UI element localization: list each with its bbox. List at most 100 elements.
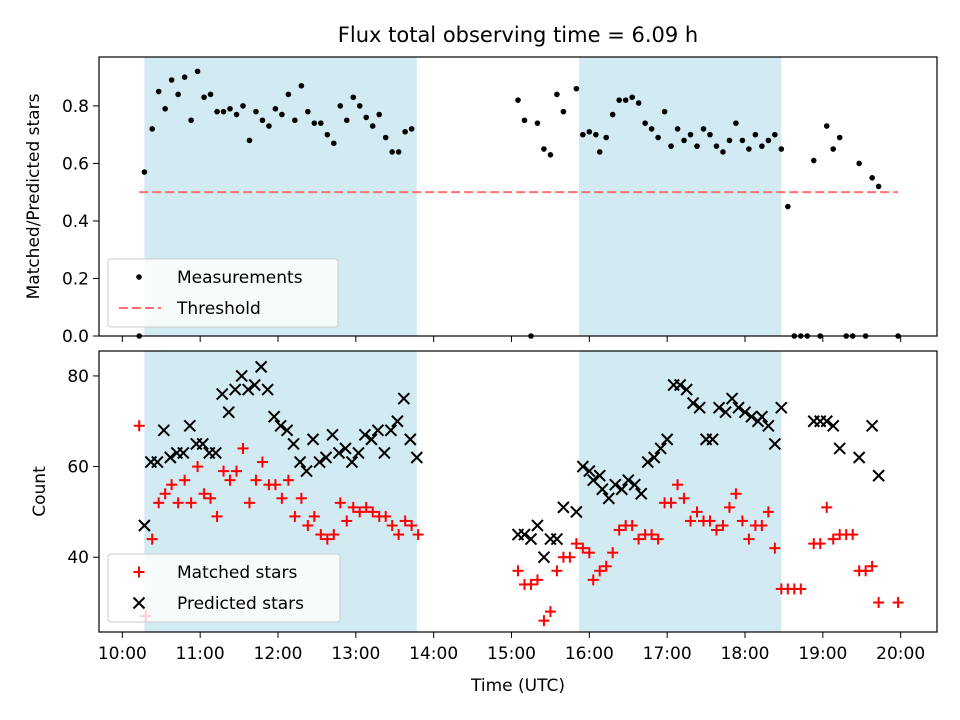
point-measurements — [408, 126, 415, 132]
point-predicted-stars — [216, 387, 229, 401]
point-measurements — [707, 131, 713, 138]
point-predicted-stars — [557, 501, 570, 514]
point-predicted-stars — [622, 473, 635, 487]
point-predicted-stars — [719, 405, 732, 419]
point-measurements — [739, 137, 746, 144]
point-matched-stars — [717, 519, 729, 531]
point-matched-stars — [795, 583, 807, 595]
point-matched-stars — [289, 510, 301, 522]
point-matched-stars — [594, 565, 606, 577]
point-matched-stars — [321, 533, 333, 545]
point-predicted-stars — [339, 442, 352, 455]
point-matched-stars — [769, 542, 781, 554]
point-predicted-stars — [827, 419, 840, 432]
point-matched-stars — [412, 529, 424, 541]
point-matched-stars — [179, 474, 191, 486]
x-tick-label: 19:00 — [798, 644, 847, 664]
point-predicted-stars — [384, 424, 398, 437]
point-matched-stars — [386, 519, 398, 531]
point-predicted-stars — [365, 433, 378, 446]
point-measurements — [343, 117, 350, 124]
point-matched-stars — [159, 488, 171, 500]
point-predicted-stars — [287, 437, 300, 451]
point-measurements — [560, 108, 567, 115]
point-matched-stars — [583, 547, 595, 559]
point-predicted-stars — [732, 401, 745, 414]
point-measurements — [253, 108, 259, 115]
point-matched-stars — [380, 510, 392, 522]
observing-window-2 — [578, 351, 782, 632]
point-measurements — [746, 146, 752, 152]
point-matched-stars — [172, 497, 184, 509]
point-predicted-stars — [254, 360, 268, 374]
point-measurements — [207, 91, 214, 98]
point-measurements — [823, 123, 830, 129]
point-matched-stars — [367, 506, 379, 518]
point-predicted-stars — [660, 433, 674, 446]
point-measurements — [674, 126, 681, 132]
point-matched-stars — [564, 551, 576, 563]
point-matched-stars — [328, 529, 340, 541]
point-matched-stars — [633, 533, 645, 545]
point-measurements — [836, 134, 843, 141]
point-measurements — [194, 68, 201, 75]
point-measurements — [733, 120, 739, 126]
point-predicted-stars — [196, 437, 209, 451]
point-predicted-stars — [138, 519, 151, 532]
point-measurements — [648, 126, 655, 132]
point-predicted-stars — [518, 528, 531, 541]
point-measurements — [609, 111, 616, 118]
point-matched-stars — [743, 533, 755, 545]
x-tick-label: 12:00 — [254, 644, 303, 664]
point-predicted-stars — [241, 383, 255, 396]
point-measurements — [668, 143, 674, 149]
point-matched-stars — [607, 547, 619, 559]
point-predicted-stars — [332, 446, 346, 460]
point-measurements — [311, 120, 318, 126]
point-predicted-stars — [177, 446, 190, 460]
y-tick-label: 0.6 — [62, 154, 89, 174]
point-measurements — [629, 94, 635, 101]
point-matched-stars — [691, 506, 703, 518]
point-predicted-stars — [293, 455, 307, 469]
point-measurements — [573, 85, 580, 92]
point-matched-stars — [192, 461, 204, 473]
point-matched-stars — [354, 506, 366, 518]
point-measurements — [330, 140, 337, 147]
point-matched-stars — [892, 597, 904, 609]
point-predicted-stars — [183, 419, 197, 432]
point-measurements — [246, 137, 253, 144]
point-measurements — [655, 134, 661, 141]
y-axis-label: Count — [30, 466, 50, 517]
point-measurements — [292, 117, 298, 124]
point-measurements — [554, 91, 560, 98]
point-measurements — [681, 137, 687, 144]
y-tick-label: 60 — [67, 458, 89, 478]
point-predicted-stars — [391, 415, 404, 428]
point-measurements — [266, 123, 272, 129]
point-predicted-stars — [300, 464, 313, 478]
point-matched-stars — [198, 488, 210, 500]
point-predicted-stars — [673, 378, 687, 392]
point-matched-stars — [512, 565, 524, 577]
point-predicted-stars — [583, 464, 596, 478]
point-predicted-stars — [261, 383, 274, 396]
point-predicted-stars — [345, 455, 359, 469]
point-matched-stars — [250, 474, 262, 486]
point-measurements — [305, 108, 311, 115]
point-predicted-stars — [248, 378, 261, 392]
point-measurements — [810, 157, 817, 164]
point-predicted-stars — [576, 460, 590, 473]
point-matched-stars — [218, 465, 230, 477]
point-measurements — [856, 160, 862, 167]
point-predicted-stars — [641, 455, 654, 469]
point-measurements — [547, 151, 554, 158]
point-matched-stars — [295, 492, 307, 504]
point-measurements — [521, 117, 528, 124]
point-measurements — [324, 131, 331, 138]
point-matched-stars — [315, 529, 327, 541]
point-predicted-stars — [209, 446, 222, 460]
point-predicted-stars — [319, 451, 333, 464]
point-predicted-stars — [706, 433, 719, 446]
